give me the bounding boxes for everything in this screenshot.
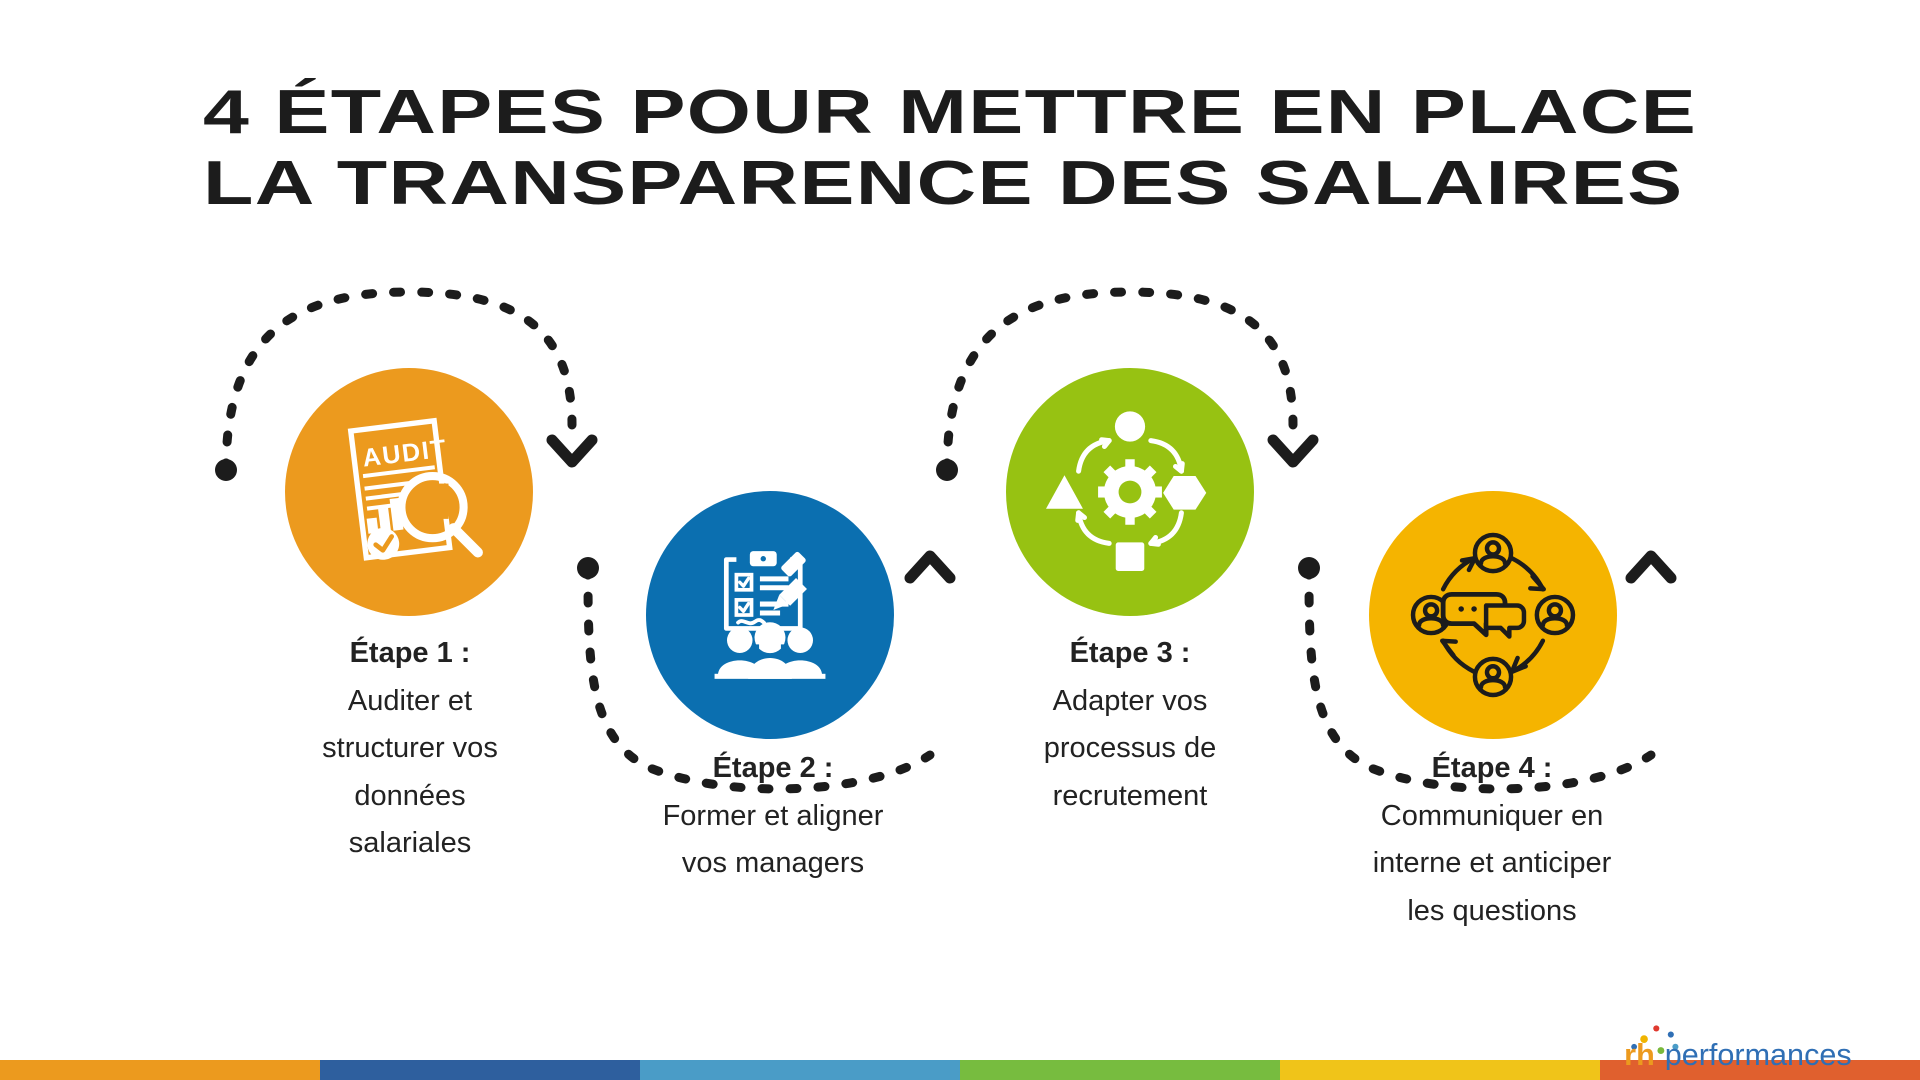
- svg-text:AUDIT: AUDIT: [361, 434, 449, 472]
